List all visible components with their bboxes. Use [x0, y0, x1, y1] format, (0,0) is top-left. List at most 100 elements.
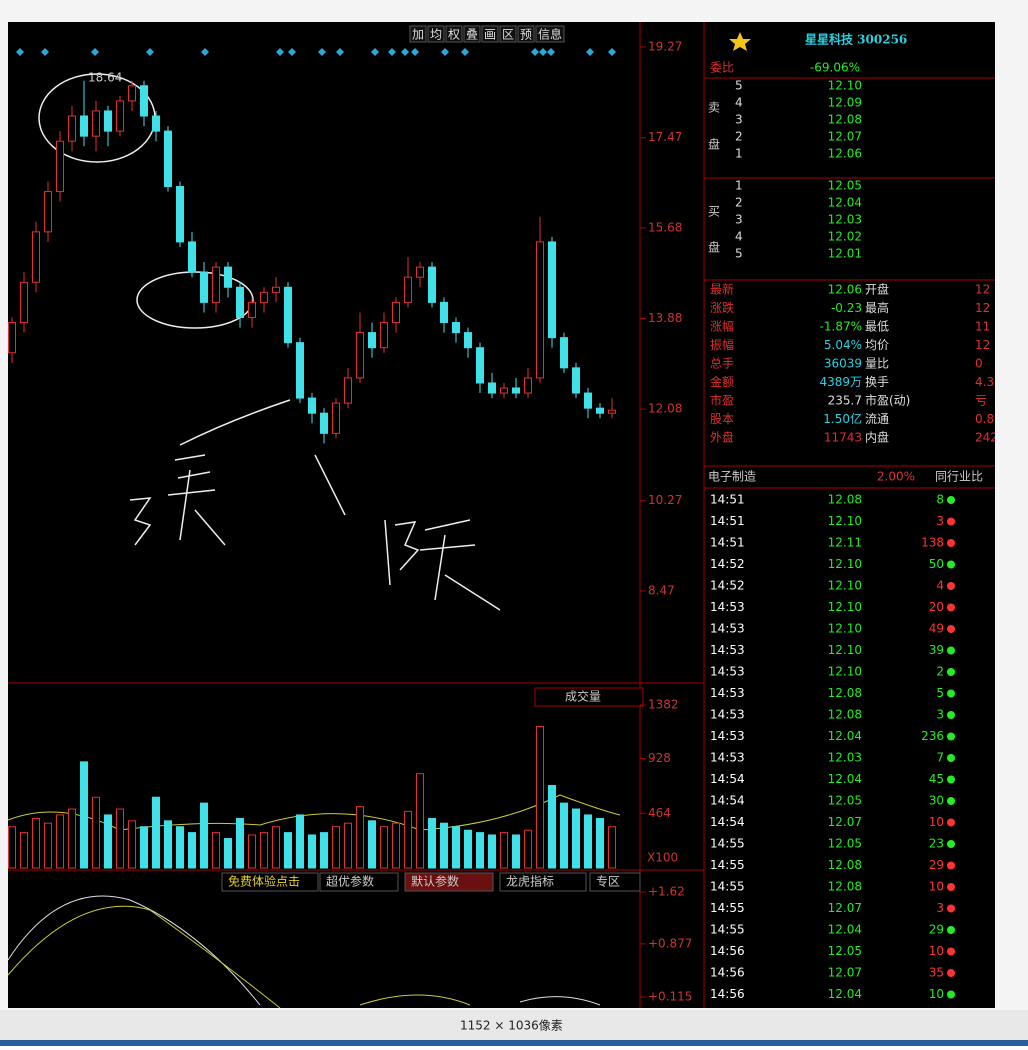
volume-bar	[128, 820, 136, 869]
stat-label: 振幅	[710, 337, 734, 352]
candle-body	[116, 100, 124, 132]
stat-value: 5.04%	[824, 338, 862, 352]
toolbar-button[interactable]	[499, 25, 517, 43]
candle-body	[284, 286, 292, 344]
stat-label: 最新	[710, 282, 734, 297]
toolbar-button[interactable]	[517, 25, 535, 43]
volume-tick-label: 1382	[648, 698, 679, 712]
tick-time: 14:54	[710, 794, 745, 808]
status-text: 1152 × 1036像素	[460, 1019, 563, 1033]
toolbar-button[interactable]	[445, 25, 463, 43]
volume-bar	[596, 817, 604, 869]
stat-value: 1.50亿	[823, 411, 862, 426]
level: 4	[735, 96, 743, 110]
volume-bar	[356, 806, 364, 869]
indicator-tab[interactable]	[221, 872, 319, 892]
volume-unit: X100	[647, 851, 678, 865]
candle-body	[20, 281, 28, 324]
tick-time: 14:55	[710, 858, 745, 872]
toolbar-label: 区	[502, 28, 514, 42]
volume-bar	[20, 832, 28, 869]
tick-arrow	[947, 689, 955, 698]
price-tick-label: 12.08	[648, 402, 682, 416]
tick-time: 14:51	[710, 493, 745, 507]
tick-volume: 29	[929, 923, 944, 937]
tick-arrow	[947, 625, 955, 633]
tick-volume: 138	[921, 536, 944, 550]
indicator-tab[interactable]	[319, 872, 399, 892]
tick-arrow	[947, 539, 955, 547]
volume-bar	[68, 808, 76, 869]
price: 12.09	[828, 96, 862, 110]
candle-body	[44, 191, 52, 233]
indicator-tab[interactable]	[589, 872, 641, 892]
tick-volume: 8	[936, 493, 944, 507]
stat-label: 市盈(动)	[865, 393, 910, 408]
candle-body	[296, 342, 304, 399]
tick-arrow	[947, 646, 955, 655]
stat-value: 4389万	[819, 375, 862, 389]
candle-body	[548, 241, 556, 339]
volume-bar	[104, 814, 112, 869]
tick-arrow	[947, 775, 955, 784]
stat-value: -1.87%	[820, 320, 862, 334]
tick-volume: 3	[936, 708, 944, 722]
tick-volume: 10	[929, 880, 944, 894]
candle-body	[320, 412, 328, 434]
volume-bar	[248, 834, 256, 869]
label: 委比	[710, 61, 734, 75]
candle-body	[56, 140, 64, 193]
star[interactable]	[729, 32, 751, 51]
candle-body	[416, 266, 424, 278]
tick-time: 14:51	[710, 514, 745, 528]
toolbar-button[interactable]	[463, 25, 481, 43]
candle-body	[200, 271, 208, 303]
tick-arrow	[947, 797, 955, 805]
handwriting	[38, 73, 501, 611]
indicator-select[interactable]	[534, 687, 644, 707]
price: 12.08	[828, 113, 862, 127]
price: 12.01	[828, 247, 862, 261]
toolbar-button[interactable]	[535, 25, 565, 43]
candle-body	[308, 397, 316, 414]
volume-bar	[224, 838, 232, 869]
tick-arrow	[947, 861, 955, 870]
stat-label: 涨幅	[710, 319, 734, 334]
stat-label: 总手	[710, 357, 734, 371]
tick-time: 14:55	[710, 880, 745, 894]
tick-time: 14:52	[710, 557, 745, 571]
tick-price: 12.04	[828, 923, 862, 937]
tick-time: 14:53	[710, 665, 745, 679]
volume-bar	[608, 826, 616, 869]
price-tick-label: 13.88	[648, 311, 682, 325]
indicator-tab[interactable]	[404, 872, 494, 892]
tick-volume: 3	[936, 514, 944, 528]
candle-body	[452, 322, 460, 334]
volume-bar	[404, 810, 412, 869]
price-tick-label: 15.68	[648, 220, 682, 234]
price: 12.07	[828, 130, 862, 144]
toolbar-label: 权	[448, 28, 460, 42]
stat-label: 市盈	[710, 393, 734, 408]
side-label: 买	[708, 205, 720, 219]
tick-time: 14:53	[710, 622, 745, 636]
candle-body	[188, 241, 196, 273]
tick-price: 12.08	[828, 493, 862, 507]
stock-title: 星星科技 300256	[805, 32, 907, 47]
toolbar-button[interactable]	[409, 25, 427, 43]
tick-arrow	[947, 711, 955, 719]
indicator-tab[interactable]	[499, 872, 587, 892]
toolbar-button[interactable]	[481, 25, 499, 43]
tick-price: 12.10	[828, 600, 862, 614]
tick-volume: 49	[929, 622, 944, 636]
tick-volume: 7	[936, 751, 944, 765]
candle-body	[260, 291, 268, 303]
price: 12.04	[828, 196, 862, 210]
price-tick-label: 10.27	[648, 493, 682, 507]
toolbar-button[interactable]	[427, 25, 445, 43]
indicator-tab-label: 超优参数	[326, 874, 374, 889]
volume-bar	[332, 826, 340, 869]
level: 1	[735, 179, 743, 193]
candle-body	[404, 276, 412, 303]
